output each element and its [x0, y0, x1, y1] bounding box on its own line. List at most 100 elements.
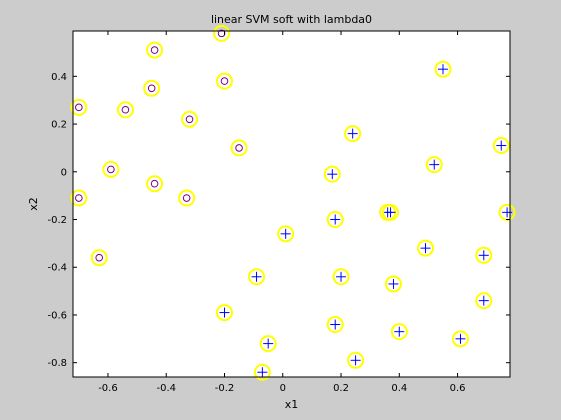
circle-marker — [185, 115, 194, 124]
support-vector-ring — [382, 203, 400, 221]
negative-class-point — [230, 139, 248, 157]
positive-class-point — [277, 225, 295, 243]
support-vector-ring — [384, 275, 402, 293]
positive-class-point — [344, 125, 362, 143]
circle-marker — [75, 194, 83, 202]
positive-class-point — [248, 268, 266, 286]
x-tick-label: -0.4 — [156, 383, 176, 394]
support-vector-ring — [323, 165, 341, 183]
y-tick-label: 0.2 — [51, 120, 67, 131]
positive-class-point — [390, 323, 408, 341]
y-tick-label: -0.2 — [47, 215, 67, 226]
positive-class-point — [475, 292, 493, 310]
support-vector-ring — [116, 101, 134, 119]
support-vector-ring — [143, 79, 161, 97]
support-vector-ring — [213, 24, 231, 42]
negative-class-point — [146, 41, 164, 59]
negative-class-point — [181, 110, 199, 128]
negative-class-point — [70, 189, 88, 207]
support-vector-ring — [70, 189, 88, 207]
circle-marker — [150, 179, 159, 188]
positive-class-point — [215, 304, 233, 322]
y-tick-label: -0.6 — [47, 310, 67, 321]
scatter-points — [70, 24, 516, 381]
circle-marker — [75, 103, 83, 112]
support-vector-ring — [230, 139, 248, 157]
x-tick-label: 0.2 — [333, 383, 349, 394]
circle-marker — [150, 46, 159, 54]
circle-marker — [107, 165, 115, 174]
support-vector-ring — [475, 246, 493, 264]
support-vector-ring — [102, 160, 120, 178]
y-axis-label: x2 — [27, 197, 40, 211]
x-tick-label: 0.4 — [391, 383, 407, 394]
negative-class-point — [215, 72, 233, 90]
support-vector-ring — [146, 41, 164, 59]
negative-class-point — [90, 249, 108, 267]
y-tick-label: 0.4 — [51, 72, 67, 83]
circle-marker — [147, 84, 156, 93]
support-vector-ring — [215, 72, 233, 90]
support-vector-ring — [253, 363, 271, 381]
circle-marker — [235, 144, 243, 152]
positive-class-point — [323, 165, 341, 183]
negative-class-point — [70, 98, 88, 116]
support-vector-ring — [146, 175, 164, 193]
circle-marker — [182, 194, 191, 202]
support-vector-ring — [344, 125, 362, 143]
chart-title: linear SVM soft with lambda0 — [211, 13, 372, 26]
positive-class-point — [384, 275, 402, 293]
y-tick-label: 0 — [61, 167, 67, 178]
support-vector-ring — [434, 60, 452, 78]
x-axis-label: x1 — [285, 398, 299, 411]
support-vector-ring — [347, 351, 365, 369]
negative-class-point — [116, 101, 134, 119]
positive-class-point — [417, 239, 435, 257]
positive-class-point — [326, 316, 344, 334]
x-tick-label: -0.6 — [98, 383, 118, 394]
support-vector-ring — [475, 292, 493, 310]
support-vector-ring — [90, 249, 108, 267]
support-vector-ring — [417, 239, 435, 257]
y-tick-label: -0.8 — [47, 358, 67, 369]
positive-class-point — [451, 330, 469, 348]
support-vector-ring — [181, 110, 199, 128]
negative-class-point — [146, 175, 164, 193]
positive-class-point — [326, 211, 344, 229]
positive-class-point — [382, 203, 400, 221]
negative-class-point — [143, 79, 161, 97]
x-tick-label: 0 — [280, 383, 286, 394]
support-vector-ring — [259, 335, 277, 353]
support-vector-ring — [326, 316, 344, 334]
positive-class-point — [332, 268, 350, 286]
support-vector-ring — [70, 98, 88, 116]
positive-class-point — [253, 363, 271, 381]
positive-class-point — [475, 246, 493, 264]
axes-frame — [72, 30, 511, 378]
plot-area — [73, 31, 510, 377]
circle-marker — [121, 105, 130, 114]
positive-class-point — [259, 335, 277, 353]
positive-class-point — [425, 156, 443, 174]
support-vector-ring — [277, 225, 295, 243]
support-vector-ring — [332, 268, 350, 286]
support-vector-ring — [326, 211, 344, 229]
support-vector-ring — [451, 330, 469, 348]
negative-class-point — [178, 189, 196, 207]
axis-ticks: -0.6 -0.4 -0.2 0 0.2 0.4 0.6 -0.8 -0.6 -0.4 -0.2 0 0… — [47, 31, 510, 394]
x-tick-label: -0.2 — [215, 383, 235, 394]
positive-class-point — [347, 351, 365, 369]
y-tick-label: -0.4 — [47, 263, 67, 274]
circle-marker — [95, 253, 104, 262]
support-vector-ring — [390, 323, 408, 341]
support-vector-ring — [425, 156, 443, 174]
x-tick-label: 0.6 — [450, 383, 466, 394]
support-vector-ring — [178, 189, 196, 207]
support-vector-ring — [248, 268, 266, 286]
positive-class-point — [492, 137, 510, 155]
positive-class-point — [434, 60, 452, 78]
support-vector-ring — [215, 304, 233, 322]
support-vector-ring — [492, 137, 510, 155]
circle-marker — [220, 77, 229, 85]
